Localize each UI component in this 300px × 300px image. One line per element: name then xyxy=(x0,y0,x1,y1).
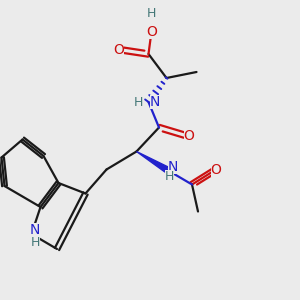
Text: N: N xyxy=(168,160,178,173)
Text: O: O xyxy=(211,163,221,176)
Text: H: H xyxy=(134,95,143,109)
Text: N: N xyxy=(150,95,160,109)
Text: H: H xyxy=(30,236,40,250)
Text: O: O xyxy=(184,130,194,143)
Text: O: O xyxy=(113,43,124,56)
Text: O: O xyxy=(146,25,157,38)
Text: H: H xyxy=(165,169,174,183)
Text: H: H xyxy=(147,7,156,20)
Text: N: N xyxy=(29,224,40,237)
Polygon shape xyxy=(136,152,168,172)
